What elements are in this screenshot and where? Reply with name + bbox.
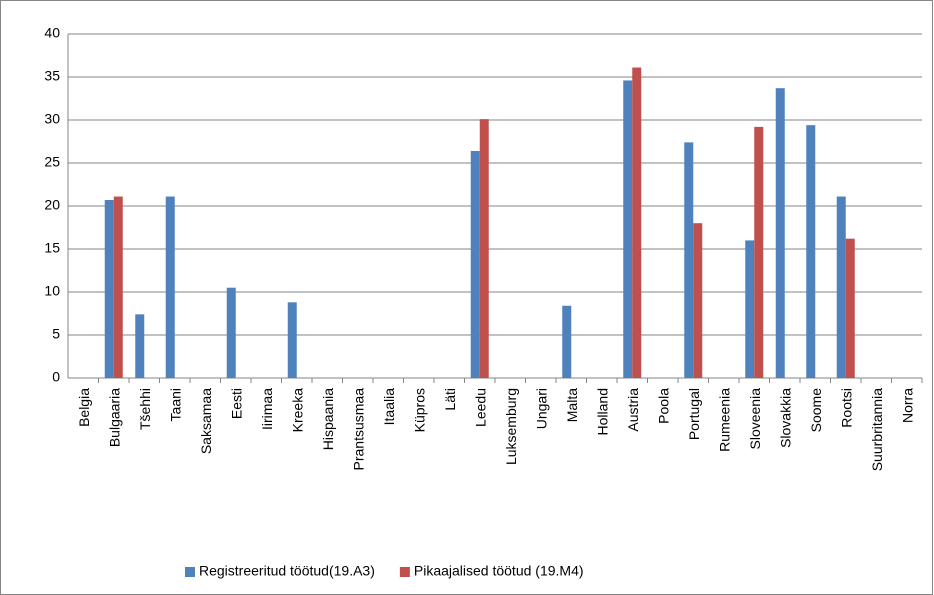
bar <box>684 142 694 378</box>
y-tick-label: 0 <box>52 369 60 385</box>
bar <box>745 240 755 378</box>
x-tick-label: Iirimaa <box>259 388 275 430</box>
bar <box>104 199 114 378</box>
legend-label: Pikaajalised töötud (19.M4) <box>414 563 584 579</box>
x-tick-label: Ungari <box>533 388 549 429</box>
bar <box>693 223 703 378</box>
bar <box>135 314 145 378</box>
x-tick-label: Austria <box>625 388 641 432</box>
y-tick-label: 40 <box>44 25 60 41</box>
y-tick-label: 20 <box>44 197 60 213</box>
x-tick-label: Suurbritannia <box>869 388 885 471</box>
x-tick-label: Leedu <box>472 388 488 427</box>
x-tick-label: Portugal <box>686 388 702 440</box>
bar <box>165 196 175 378</box>
x-tick-label: Bulgaaria <box>106 388 122 447</box>
x-tick-label: Slovakkia <box>777 388 793 448</box>
y-tick-label: 35 <box>44 68 60 84</box>
bar <box>562 305 572 378</box>
bar <box>754 126 764 378</box>
y-tick-label: 5 <box>52 326 60 342</box>
y-tick-label: 10 <box>44 283 60 299</box>
bar <box>287 302 297 378</box>
bar <box>845 238 855 378</box>
bar <box>806 125 816 378</box>
bar <box>226 287 236 378</box>
x-tick-label: Malta <box>564 388 580 422</box>
x-tick-label: Soome <box>808 388 824 433</box>
bar <box>836 196 846 378</box>
x-tick-label: Prantsusmaa <box>350 388 366 471</box>
x-tick-label: Taani <box>167 388 183 421</box>
bar <box>479 119 489 378</box>
legend-swatch <box>185 567 195 577</box>
x-tick-label: Rumeenia <box>716 388 732 452</box>
y-tick-label: 30 <box>44 111 60 127</box>
x-tick-label: Sloveenia <box>747 388 763 450</box>
legend-swatch <box>399 567 410 577</box>
x-tick-label: Luksemburg <box>503 388 519 465</box>
legend-label: Registreeritud töötud(19.A3) <box>199 563 375 579</box>
bar <box>775 88 785 379</box>
x-tick-label: Küpros <box>411 388 427 432</box>
x-tick-label: Kreeka <box>289 388 305 433</box>
x-tick-label: Eesti <box>228 388 244 419</box>
y-tick-label: 15 <box>44 240 60 256</box>
x-tick-label: Norra <box>899 388 915 423</box>
x-tick-label: Saksamaa <box>198 388 214 454</box>
bar <box>623 80 633 378</box>
x-tick-label: Poola <box>655 388 671 424</box>
bar <box>113 196 123 378</box>
y-tick-label: 25 <box>44 154 60 170</box>
bar <box>632 67 642 378</box>
bar <box>470 150 480 378</box>
x-tick-label: Läti <box>442 388 458 411</box>
x-tick-label: Rootsi <box>838 388 854 428</box>
x-tick-label: Tšehhi <box>137 388 153 430</box>
x-tick-label: Hispaania <box>320 388 336 450</box>
x-tick-label: Holland <box>594 388 610 435</box>
x-tick-label: Itaalia <box>381 388 397 426</box>
x-tick-label: Belgia <box>76 388 92 427</box>
